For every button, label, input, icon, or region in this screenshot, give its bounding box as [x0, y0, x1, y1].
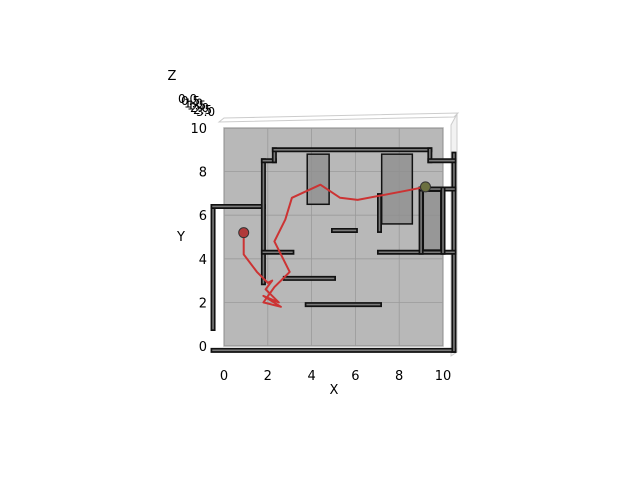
x-tick-label: 4 — [307, 369, 315, 384]
wall-block — [306, 153, 330, 206]
x-tick-label: 0 — [220, 369, 228, 384]
y-axis-label: Y — [176, 230, 185, 245]
z-tick-label: 1.0 — [184, 96, 203, 110]
x-axis-label: X — [330, 383, 339, 398]
z-tick-label: 2.5 — [193, 103, 212, 117]
x-tick-label: 2 — [264, 369, 272, 384]
y-tick-label: 0 — [199, 340, 207, 355]
y-tick-label: 8 — [199, 166, 207, 181]
z-tick-label: 1.5 — [187, 99, 206, 113]
y-tick-labels: 0 2 4 6 8 10 — [190, 122, 207, 355]
start-marker — [238, 227, 250, 239]
z-tick-labels: 0.00.51.01.52.02.53.0 — [178, 92, 215, 119]
back-pane-outline — [217, 112, 460, 123]
x-tick-label: 10 — [435, 369, 452, 384]
z-tick-label: 0.0 — [178, 92, 197, 106]
y-tick-label: 2 — [199, 296, 207, 311]
wall-blocks — [306, 153, 442, 251]
x-tick-label: 6 — [351, 369, 359, 384]
y-tick-label: 6 — [199, 209, 207, 224]
wall-block — [422, 190, 442, 251]
x-tick-labels: 0 2 4 6 8 10 — [220, 369, 451, 384]
goal-marker — [419, 181, 431, 193]
y-tick-label: 4 — [199, 253, 207, 268]
z-axis-label: Z — [168, 69, 177, 84]
maze-walls — [210, 147, 457, 353]
trajectory-line — [242, 183, 426, 308]
z-tick-label: 2.0 — [190, 101, 209, 115]
y-tick-label: 10 — [190, 122, 207, 137]
x-tick-label: 8 — [395, 369, 403, 384]
z-tick-label: 3.0 — [196, 105, 215, 119]
z-tick-label: 0.5 — [181, 94, 200, 108]
wall-block — [380, 153, 414, 225]
